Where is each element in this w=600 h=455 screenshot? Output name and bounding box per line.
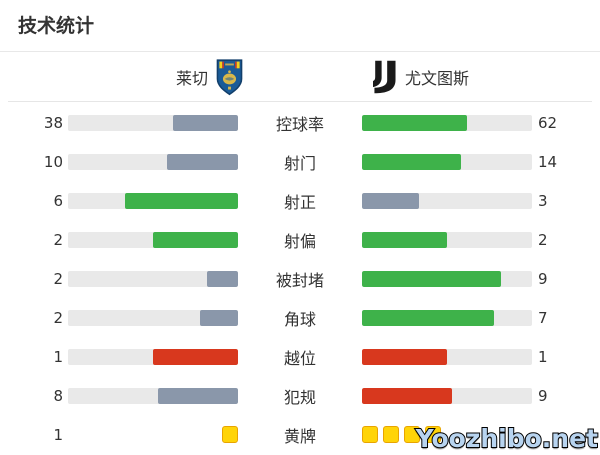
stat-label: 角球 xyxy=(283,309,316,329)
stat-label: 被封堵 xyxy=(275,270,324,290)
stat-label: 犯规 xyxy=(283,387,316,407)
away-stat-bar-fill xyxy=(362,231,447,248)
away-stat-value: 62 xyxy=(538,113,558,132)
away-stat-bar xyxy=(362,309,532,326)
home-team-name: 莱切 xyxy=(175,68,208,88)
away-stat-bar xyxy=(362,192,532,209)
home-stat-value: 2 xyxy=(53,269,63,288)
stat-row: 2 被封堵 9 xyxy=(0,259,600,298)
away-stat-bar-fill xyxy=(362,387,452,404)
yellow-card-icon xyxy=(425,426,441,443)
stat-label: 越位 xyxy=(283,348,316,368)
stat-row: 10 射门 14 xyxy=(0,142,600,181)
home-stat-bar-fill xyxy=(124,192,238,209)
away-stat-bar xyxy=(362,231,532,248)
stat-label: 黄牌 xyxy=(283,426,316,446)
juventus-logo-icon xyxy=(373,60,396,93)
home-stat-bar xyxy=(68,309,238,326)
away-stat-value: 9 xyxy=(538,269,548,288)
stat-row: 38 控球率 62 xyxy=(0,103,600,142)
home-team-header: 莱切 xyxy=(0,52,300,101)
away-stat-value: 1 xyxy=(538,347,548,366)
away-stat-value: 14 xyxy=(538,152,558,171)
away-stat-bar-fill xyxy=(362,270,502,287)
home-stat-bar-fill xyxy=(153,348,238,365)
stat-row: 1 越位 1 xyxy=(0,337,600,376)
stats-list: 38 控球率 62 10 射门 14 6 射正 3 2 射偏 2 2 被封堵 9… xyxy=(0,103,600,454)
away-stat-bar-fill xyxy=(362,309,495,326)
home-stat-value: 6 xyxy=(53,191,63,210)
yellow-card-icon xyxy=(404,426,420,443)
home-stat-value: 1 xyxy=(53,347,63,366)
stat-row: 1 黄牌 xyxy=(0,415,600,454)
away-stat-value: 7 xyxy=(538,308,548,327)
watermark: Yoozhibo.net xyxy=(415,423,599,454)
home-stat-bar xyxy=(68,192,238,209)
away-stat-bar-fill xyxy=(362,192,419,209)
home-stat-bar xyxy=(68,231,238,248)
away-team-name: 尤文图斯 xyxy=(405,68,470,88)
away-stat-value: 2 xyxy=(538,230,548,249)
stat-label: 射门 xyxy=(283,153,316,173)
home-stat-bar xyxy=(68,153,238,170)
home-stat-bar xyxy=(68,348,238,365)
stat-row: 2 角球 7 xyxy=(0,298,600,337)
lecce-crest-icon xyxy=(216,58,243,95)
divider-top xyxy=(0,51,600,52)
stat-label: 控球率 xyxy=(275,114,324,134)
home-stat-bar-fill xyxy=(153,231,238,248)
away-stat-bar xyxy=(362,426,532,443)
stat-label: 射正 xyxy=(283,192,316,212)
away-stat-bar-fill xyxy=(362,114,468,131)
home-stat-value: 38 xyxy=(43,113,63,132)
home-stat-value: 10 xyxy=(43,152,63,171)
away-stat-bar xyxy=(362,348,532,365)
stat-row: 6 射正 3 xyxy=(0,181,600,220)
home-stat-value: 8 xyxy=(53,386,63,405)
home-stat-bar-fill xyxy=(158,387,238,404)
home-stat-bar-fill xyxy=(167,153,238,170)
away-stat-bar-fill xyxy=(362,153,462,170)
away-stat-bar xyxy=(362,387,532,404)
home-stat-value: 1 xyxy=(53,425,63,444)
stat-row: 8 犯规 9 xyxy=(0,376,600,415)
home-stat-bar-fill xyxy=(173,114,238,131)
divider-header xyxy=(8,101,592,102)
home-stat-bar-fill xyxy=(207,270,238,287)
home-stat-bar xyxy=(68,426,238,443)
away-team-header: 尤文图斯 xyxy=(300,52,600,101)
away-stat-value: 3 xyxy=(538,191,548,210)
stat-label: 射偏 xyxy=(283,231,316,251)
away-stat-bar xyxy=(362,153,532,170)
away-stat-bar xyxy=(362,114,532,131)
stat-row: 2 射偏 2 xyxy=(0,220,600,259)
home-stat-value: 2 xyxy=(53,230,63,249)
home-stat-bar xyxy=(68,387,238,404)
home-stat-bar xyxy=(68,270,238,287)
away-stat-bar xyxy=(362,270,532,287)
home-stat-bar xyxy=(68,114,238,131)
yellow-card-icon xyxy=(383,426,399,443)
page-title: 技术统计 xyxy=(18,15,95,37)
home-stat-value: 2 xyxy=(53,308,63,327)
away-stat-value: 9 xyxy=(538,386,548,405)
yellow-card-icon xyxy=(362,426,378,443)
home-stat-bar-fill xyxy=(200,309,238,326)
yellow-card-icon xyxy=(222,426,238,443)
teams-header: 莱切 尤文图斯 xyxy=(0,52,600,101)
away-stat-bar-fill xyxy=(362,348,447,365)
